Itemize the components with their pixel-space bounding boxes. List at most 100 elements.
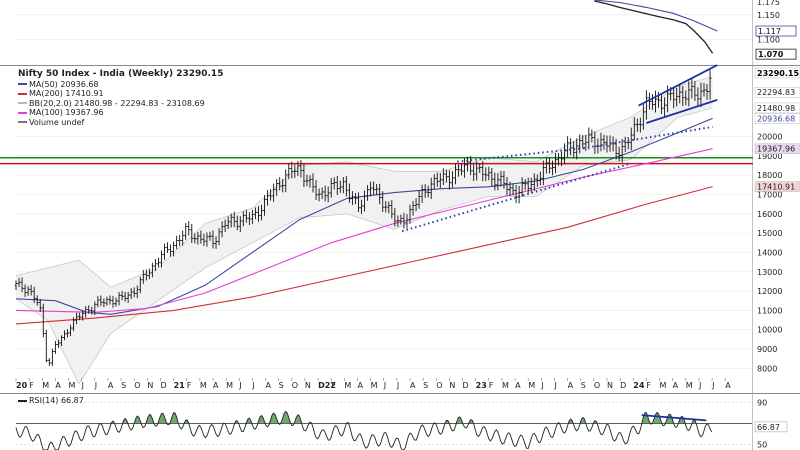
ohlc-bar [475, 161, 479, 181]
x-axis-month-label: F [646, 381, 651, 390]
ohlc-bar [211, 230, 215, 249]
ohlc-bar [350, 191, 354, 205]
ohlc-bar [590, 129, 594, 143]
ohlc-bar [629, 127, 633, 151]
price-y-tick-label: 9000 [757, 345, 777, 354]
x-axis-month-label: 24 [633, 381, 645, 390]
ohlc-bar [653, 90, 657, 113]
ohlc-bar [269, 189, 273, 201]
ohlc-bar [329, 178, 333, 198]
ohlc-bar [62, 330, 66, 341]
ohlc-bar [132, 287, 136, 298]
ohlc-bar [20, 277, 24, 293]
ohlc-bar [253, 207, 257, 220]
top-series-line [594, 0, 718, 32]
ohlc-bar [14, 280, 18, 291]
rsi-y-tick-label: 50 [757, 441, 767, 450]
top-series-line [594, 0, 714, 54]
ohlc-bar [150, 262, 154, 278]
ohlc-bar [405, 213, 409, 229]
price-y-tick-label: 10000 [757, 326, 782, 335]
ohlc-bar [523, 179, 527, 191]
ohlc-bar [284, 169, 288, 193]
price-last-value-box [754, 113, 800, 124]
ohlc-bar [456, 164, 460, 177]
x-axis-month-label: N [305, 381, 311, 390]
ohlc-bar [187, 221, 191, 236]
ohlc-bar [602, 134, 606, 150]
ohlc-bar [332, 177, 336, 190]
x-axis-month-label: S [423, 381, 428, 390]
x-axis-month-label: M [344, 381, 351, 390]
ohlc-bar [553, 152, 557, 174]
ohlc-bar [550, 160, 554, 176]
ohlc-bar [223, 219, 227, 232]
ohlc-bar [244, 209, 248, 223]
ohlc-bar [432, 174, 436, 190]
ohlc-bar [81, 310, 85, 321]
ohlc-bar [263, 195, 267, 216]
ohlc-bar [235, 215, 239, 231]
ohlc-bar [578, 134, 582, 154]
ohlc-bar [232, 211, 236, 228]
ohlc-bar [496, 173, 500, 191]
ohlc-bar [493, 172, 497, 191]
ohlc-bar [541, 160, 545, 186]
x-axis-month-label: S [581, 381, 586, 390]
ohlc-bar [435, 172, 439, 187]
ohlc-bar [111, 295, 115, 308]
price-last-value-box [754, 102, 800, 114]
moving-average-line [15, 148, 713, 313]
x-axis-month-label: M [200, 381, 207, 390]
x-axis-month-label: M [42, 381, 49, 390]
x-axis-month-label: A [515, 381, 521, 390]
ohlc-bar [347, 183, 351, 203]
ohlc-bar [444, 169, 448, 183]
x-axis-month-label: A [673, 381, 679, 390]
rsi-y-tick-label: 90 [757, 398, 767, 407]
price-y-tick-label: 17000 [757, 190, 782, 199]
price-y-tick-label: 8000 [757, 364, 777, 373]
ohlc-bar [441, 168, 445, 186]
ohlc-bar [59, 335, 63, 347]
ohlc-bar [78, 312, 82, 321]
legend-bb: BB(20,2.0) 21480.98 - 22294.83 - 23108.6… [18, 99, 223, 109]
price-trendline [638, 64, 718, 107]
price-y-tick-label: 16000 [757, 210, 782, 219]
rsi-last-value-label: 66.87 [757, 423, 780, 432]
price-trendline [646, 98, 718, 124]
ohlc-bar [557, 153, 561, 166]
ohlc-bar [120, 290, 124, 301]
ohlc-bar [238, 216, 242, 233]
x-axis-month-label: A [108, 381, 114, 390]
price-last-value-label: 20936.68 [757, 114, 795, 123]
ohlc-bar [72, 317, 76, 332]
x-axis-month-label: F [187, 381, 192, 390]
legend-ma50: MA(50) 20936.68 [18, 80, 223, 90]
x-axis-month-label: N [449, 381, 455, 390]
ohlc-bar [414, 198, 418, 212]
top-y-tick-label: 1.100 [757, 35, 780, 44]
ohlc-bar [141, 269, 145, 284]
ohlc-bar [402, 212, 406, 229]
ohlc-bar [708, 70, 712, 100]
ohlc-bar [611, 136, 615, 152]
ma50-swatch [18, 83, 27, 86]
ohlc-bar [259, 204, 263, 221]
ohlc-bar [296, 160, 300, 177]
x-axis-month-label: D [463, 381, 469, 390]
ohlc-bar [320, 187, 324, 200]
price-trendline [401, 162, 631, 233]
price-last-value-label: 23290.15 [757, 69, 799, 78]
ohlc-bar [487, 166, 491, 181]
ohlc-bar [90, 306, 94, 315]
ohlc-bar [369, 181, 373, 197]
legend-ma100: MA(100) 19367.96 [18, 108, 223, 118]
x-axis-month-label: F [29, 381, 34, 390]
ohlc-bar [505, 176, 509, 196]
ohlc-bar [287, 163, 291, 180]
ohlc-bar [702, 82, 706, 97]
bb-swatch [18, 102, 27, 105]
ohlc-bar [190, 223, 194, 243]
ohlc-bar [375, 184, 379, 195]
